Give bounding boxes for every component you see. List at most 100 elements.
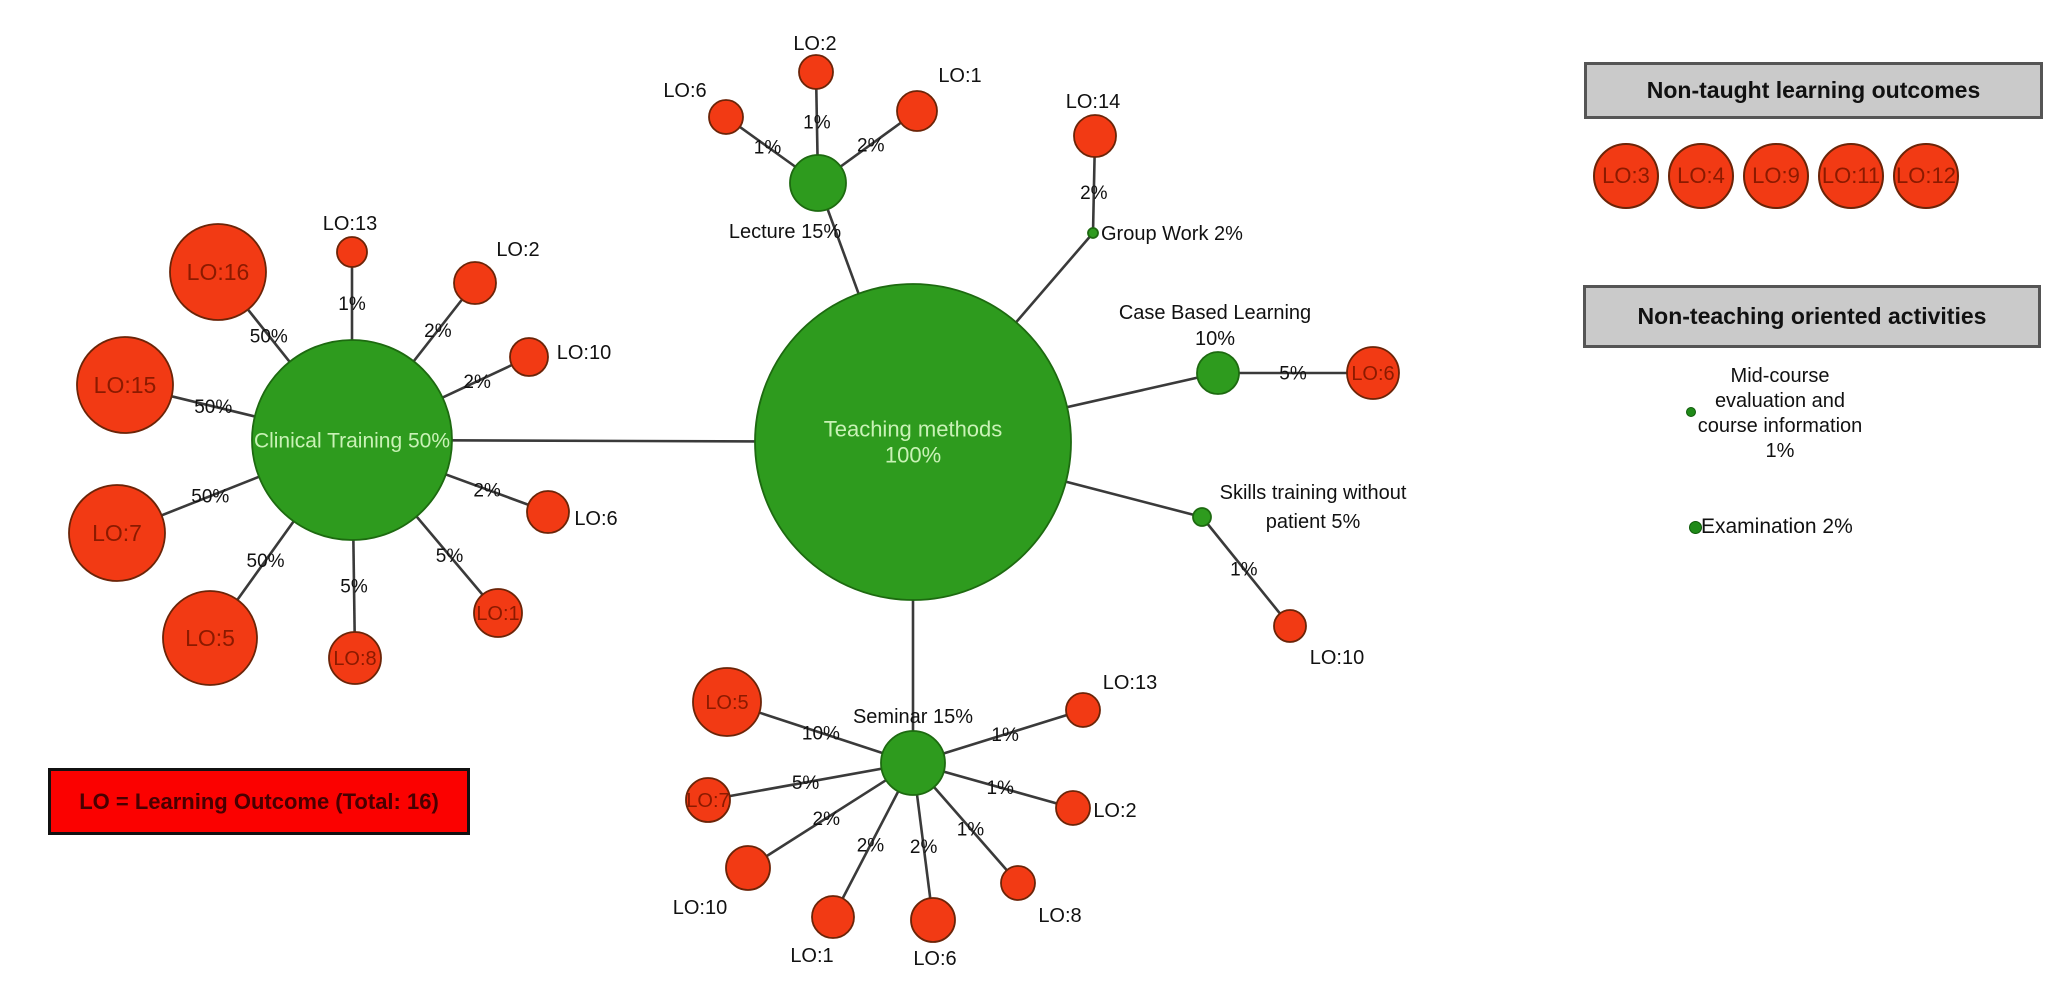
lo-node-sem-5 bbox=[692, 667, 762, 737]
edge-pct-sem-13: 1% bbox=[991, 725, 1019, 746]
mid-course-line: Mid-course bbox=[1730, 365, 1830, 387]
edge-pct-cl-6: 2% bbox=[473, 480, 501, 501]
lo-label-cl-8: LO:8 bbox=[333, 648, 376, 670]
lo-label-gw-14: LO:14 bbox=[1066, 91, 1120, 113]
lo-label-cl-5: LO:5 bbox=[185, 625, 235, 651]
hub-node-lecture bbox=[789, 154, 847, 212]
mid-course-line: 1% bbox=[1765, 440, 1795, 462]
lo-label-sem-8: LO:8 bbox=[1038, 905, 1081, 927]
hub-label-teaching: Teaching methods 100% bbox=[824, 417, 1003, 468]
lo-label-cbl-6: LO:6 bbox=[1351, 363, 1394, 385]
lo-node-cl-16 bbox=[169, 223, 267, 321]
edge-pct-sem-1: 2% bbox=[857, 836, 885, 857]
edge-pct-cl-15: 50% bbox=[194, 397, 232, 418]
non-teaching-legend-title: Non-teaching oriented activities bbox=[1637, 303, 1987, 329]
lo-label-sem-5: LO:5 bbox=[705, 692, 748, 714]
edge-pct-sk-10: 1% bbox=[1230, 559, 1258, 580]
lo-label-cl-15: LO:15 bbox=[94, 372, 157, 398]
non-taught-legend-title: Non-taught learning outcomes bbox=[1646, 77, 1981, 103]
edge-pct-sem-5: 10% bbox=[802, 723, 840, 744]
lo-label-sem-10: LO:10 bbox=[673, 897, 727, 919]
lo-node-gw-14 bbox=[1073, 114, 1117, 158]
lo-node-cl-1 bbox=[473, 588, 523, 638]
lo-label-cl-6: LO:6 bbox=[574, 508, 617, 530]
hub-label-skills: Skills training without patient 5% bbox=[1220, 482, 1407, 533]
hub-node-teaching bbox=[754, 283, 1072, 601]
hub-label-lecture: Lecture 15% bbox=[729, 221, 842, 243]
edge-pct-sem-7: 5% bbox=[792, 773, 820, 794]
lo-node-cl-10 bbox=[509, 337, 549, 377]
edge-pct-sem-6: 2% bbox=[910, 837, 938, 858]
non-taught-lo-row: LO:3 LO:4 LO:9 LO:11 LO:12 bbox=[1593, 143, 1959, 209]
hub-node-skills bbox=[1192, 507, 1212, 527]
examination-dot-icon bbox=[1689, 521, 1702, 534]
hub-label-cbl: Case Based Learning 10% bbox=[1119, 302, 1311, 350]
legend-lo-circle: LO:3 bbox=[1593, 143, 1659, 209]
lo-node-lec-6 bbox=[708, 99, 744, 135]
lo-footnote-box: LO = Learning Outcome (Total: 16) bbox=[48, 768, 470, 835]
lo-node-sem-8 bbox=[1000, 865, 1036, 901]
lo-label-lec-6: LO:6 bbox=[663, 80, 706, 102]
lo-label-cl-10: LO:10 bbox=[557, 342, 611, 364]
mid-course-dot-icon bbox=[1686, 407, 1696, 417]
edge-pct-cl-5: 50% bbox=[247, 551, 285, 572]
lo-node-cl-5 bbox=[162, 590, 258, 686]
edge-pct-lec-2: 1% bbox=[803, 113, 831, 134]
hub-node-cbl bbox=[1196, 351, 1240, 395]
nodes-layer bbox=[68, 54, 1400, 943]
lo-label-lec-1: LO:1 bbox=[938, 65, 981, 87]
legend-lo-circle: LO:12 bbox=[1893, 143, 1959, 209]
lo-label-sem-1: LO:1 bbox=[790, 945, 833, 967]
lo-label-sem-13: LO:13 bbox=[1103, 672, 1157, 694]
edge-pct-cl-1: 5% bbox=[436, 546, 464, 567]
lo-node-sem-2 bbox=[1055, 790, 1091, 826]
lo-node-cl-8 bbox=[328, 631, 382, 685]
lo-label-sem-2: LO:2 bbox=[1093, 800, 1136, 822]
non-taught-legend-header: Non-taught learning outcomes bbox=[1584, 62, 2043, 119]
edge-pct-cl-16: 50% bbox=[250, 326, 288, 347]
hub-label-groupwork: Group Work 2% bbox=[1101, 223, 1243, 245]
lo-node-cl-2 bbox=[453, 261, 497, 305]
legend-lo-circle: LO:4 bbox=[1668, 143, 1734, 209]
lo-node-lec-1 bbox=[896, 90, 938, 132]
lo-label-lec-2: LO:2 bbox=[793, 33, 836, 55]
hub-node-groupwork bbox=[1087, 227, 1099, 239]
mid-course-label: Mid-course evaluation and course informa… bbox=[1660, 364, 1900, 464]
edge-pct-sem-2: 1% bbox=[986, 778, 1014, 799]
lo-node-sem-7 bbox=[685, 777, 731, 823]
edge-pct-sem-10: 2% bbox=[813, 809, 841, 830]
lo-label-sk-10: LO:10 bbox=[1310, 647, 1364, 669]
lo-node-cl-6 bbox=[526, 490, 570, 534]
lo-label-cl-16: LO:16 bbox=[187, 259, 250, 285]
lo-label-cl-2: LO:2 bbox=[496, 239, 539, 261]
edge-pct-sem-8: 1% bbox=[957, 819, 985, 840]
edge-pct-cl-13: 1% bbox=[338, 294, 366, 315]
edge-pct-cl-10: 2% bbox=[463, 372, 491, 393]
mid-course-line: course information bbox=[1697, 415, 1863, 437]
edge-pct-lec-6: 1% bbox=[754, 137, 782, 158]
lo-footnote-text: LO = Learning Outcome (Total: 16) bbox=[79, 788, 439, 814]
legend-lo-circle: LO:11 bbox=[1818, 143, 1884, 209]
hub-node-seminar bbox=[880, 730, 946, 796]
edge-skills-sk-10 bbox=[1200, 516, 1292, 627]
labels-layer: 50%1%2%50%2%50% 2%50%5%5%1%1%2%2%5%1%10%5… bbox=[92, 33, 1407, 970]
hub-label-clinical: Clinical Training 50% bbox=[254, 429, 450, 452]
legend-lo-circle: LO:9 bbox=[1743, 143, 1809, 209]
lo-node-sem-1 bbox=[811, 895, 855, 939]
mid-course-line: evaluation and bbox=[1714, 390, 1846, 412]
lo-node-sk-10 bbox=[1273, 609, 1307, 643]
lo-label-sem-7: LO:7 bbox=[686, 790, 729, 812]
edge-pct-cl-8: 5% bbox=[340, 577, 368, 598]
hub-label-seminar: Seminar 15% bbox=[853, 706, 973, 728]
lo-label-cl-13: LO:13 bbox=[323, 213, 377, 235]
lo-node-sem-6 bbox=[910, 897, 956, 943]
lo-label-cl-7: LO:7 bbox=[92, 520, 142, 546]
edge-pct-cbl-6: 5% bbox=[1279, 364, 1307, 385]
lo-node-sem-13 bbox=[1065, 692, 1101, 728]
lo-node-cl-7 bbox=[68, 484, 166, 582]
lo-label-cl-1: LO:1 bbox=[476, 603, 519, 625]
lo-node-cbl-6 bbox=[1346, 346, 1400, 400]
edge-pct-cl-7: 50% bbox=[191, 487, 229, 508]
